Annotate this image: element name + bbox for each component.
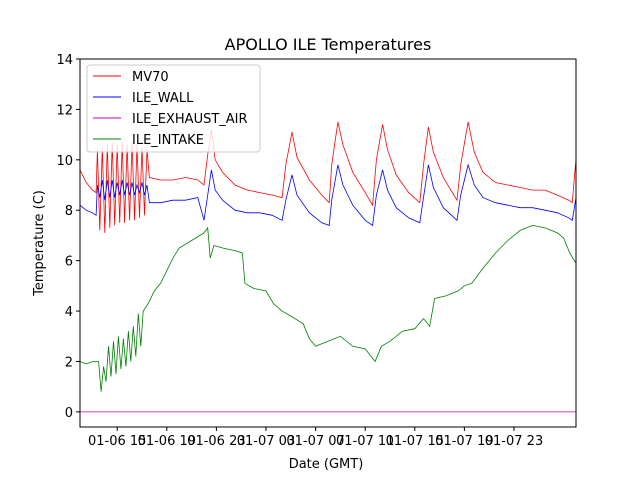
- legend-label: ILE_WALL: [132, 91, 194, 106]
- x-tick-label: 01-06 19: [138, 434, 196, 449]
- x-axis-label: Date (GMT): [289, 457, 364, 472]
- x-tick-label: 01-07 23: [485, 434, 543, 449]
- x-tick-label: 01-06 23: [187, 434, 245, 449]
- chart-title: APOLLO ILE Temperatures: [225, 35, 432, 54]
- x-tick-label: 01-07 03: [237, 434, 295, 449]
- y-tick-label: 10: [56, 154, 73, 169]
- y-tick-label: 2: [65, 355, 73, 370]
- series-line-ile-intake: [80, 224, 576, 392]
- series-line-mv70: [80, 121, 576, 233]
- legend-box: [86, 64, 261, 153]
- series-line-ile-wall: [80, 163, 576, 227]
- x-tick-label: 01-07 11: [336, 434, 394, 449]
- x-tick-label: 01-06 15: [88, 434, 146, 449]
- y-tick-label: 0: [65, 406, 73, 421]
- y-tick-label: 8: [65, 204, 73, 219]
- legend-label: MV70: [132, 70, 169, 85]
- y-tick-label: 6: [65, 255, 73, 270]
- x-tick-label: 01-07 19: [435, 434, 493, 449]
- legend: MV70 ILE_WALL ILE_EXHAUST_AIR ILE_INTAKE: [86, 64, 261, 153]
- y-tick-label: 14: [56, 53, 73, 68]
- x-tick-label: 01-07 15: [386, 434, 444, 449]
- legend-label: ILE_INTAKE: [132, 133, 204, 148]
- series-layer: [80, 121, 576, 413]
- x-tick-label: 01-07 07: [286, 434, 344, 449]
- y-axis-label: Temperature (C): [32, 190, 47, 297]
- legend-label: ILE_EXHAUST_AIR: [132, 112, 248, 127]
- plot-frame: [79, 58, 577, 428]
- y-tick-label: 4: [65, 305, 73, 320]
- y-tick-label: 12: [56, 103, 73, 118]
